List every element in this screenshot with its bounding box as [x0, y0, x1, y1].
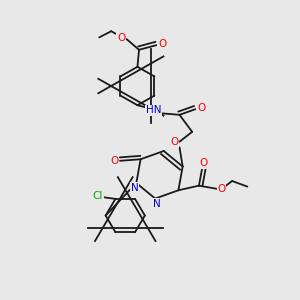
Text: O: O	[170, 137, 178, 147]
Text: O: O	[110, 156, 118, 166]
Text: Cl: Cl	[93, 191, 103, 201]
Text: N: N	[153, 199, 161, 208]
Text: O: O	[197, 103, 205, 113]
Text: O: O	[218, 184, 226, 194]
Text: N: N	[131, 183, 139, 193]
Text: O: O	[117, 33, 125, 43]
Text: O: O	[158, 39, 166, 49]
Text: O: O	[200, 158, 208, 168]
Text: HN: HN	[146, 106, 161, 116]
